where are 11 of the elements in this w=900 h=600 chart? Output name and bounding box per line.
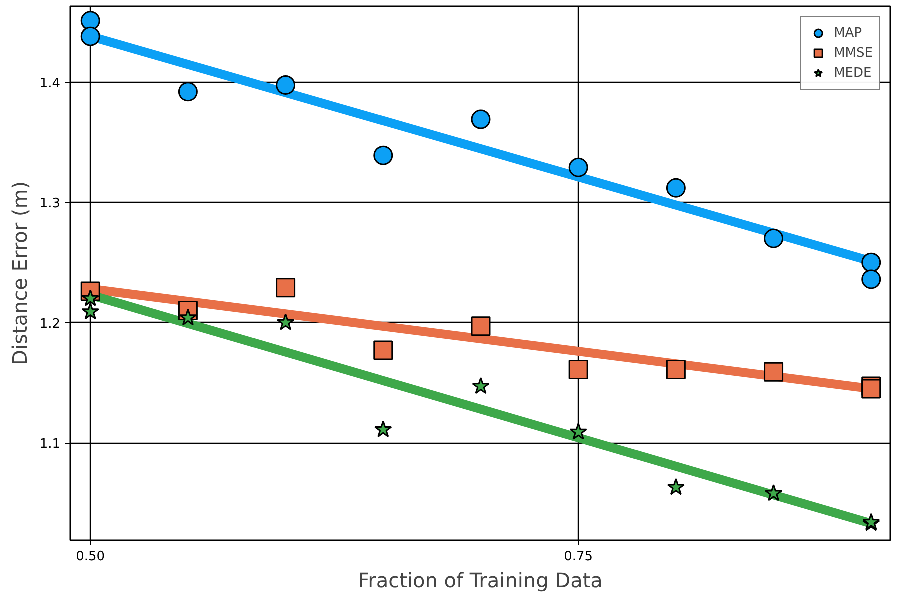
legend-label: MAP — [834, 24, 862, 42]
x-tick-label: 0.75 — [564, 550, 594, 564]
x-tick-label: 0.50 — [76, 550, 106, 564]
legend-label: MMSE — [834, 44, 873, 62]
x-axis-title: Fraction of Training Data — [358, 568, 603, 592]
y-tick-label: 1.1 — [40, 437, 61, 452]
y-axis-title: Distance Error (m) — [8, 181, 32, 366]
legend-label: MEDE — [834, 64, 872, 82]
y-tick-label: 1.4 — [40, 76, 61, 92]
y-tick-label: 1.2 — [40, 316, 61, 332]
y-tick-label: 1.3 — [40, 196, 61, 212]
